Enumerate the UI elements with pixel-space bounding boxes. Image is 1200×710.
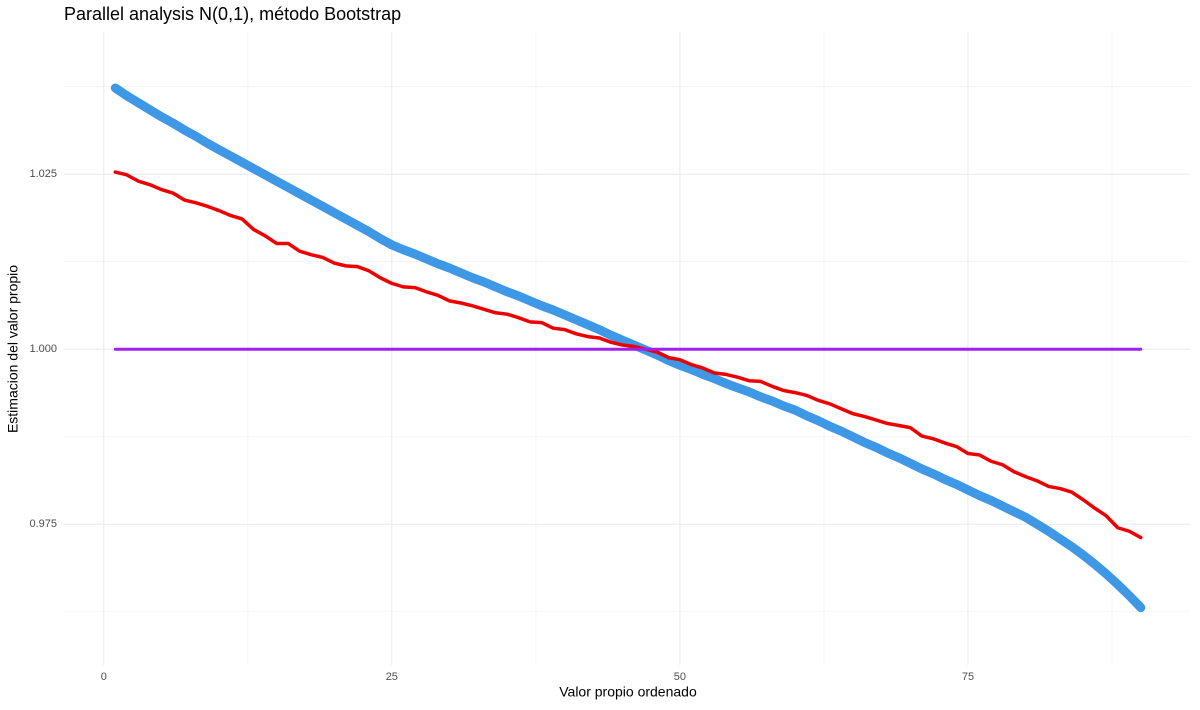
y-tick-label: 1.025 <box>29 168 57 180</box>
y-tick-label: 1.000 <box>29 343 57 355</box>
series-line <box>110 83 1146 613</box>
x-tick-label: 25 <box>386 671 398 683</box>
y-axis-label: Estimacion del valor propio <box>5 265 21 433</box>
x-tick-label: 50 <box>674 671 686 683</box>
y-tick-label: 0.975 <box>29 518 57 530</box>
x-tick-label: 75 <box>962 671 974 683</box>
chart-title: Parallel analysis N(0,1), método Bootstr… <box>64 4 401 24</box>
series-line <box>113 170 1143 540</box>
x-axis-label: Valor propio ordenado <box>559 684 697 700</box>
x-tick-label: 0 <box>101 671 107 683</box>
